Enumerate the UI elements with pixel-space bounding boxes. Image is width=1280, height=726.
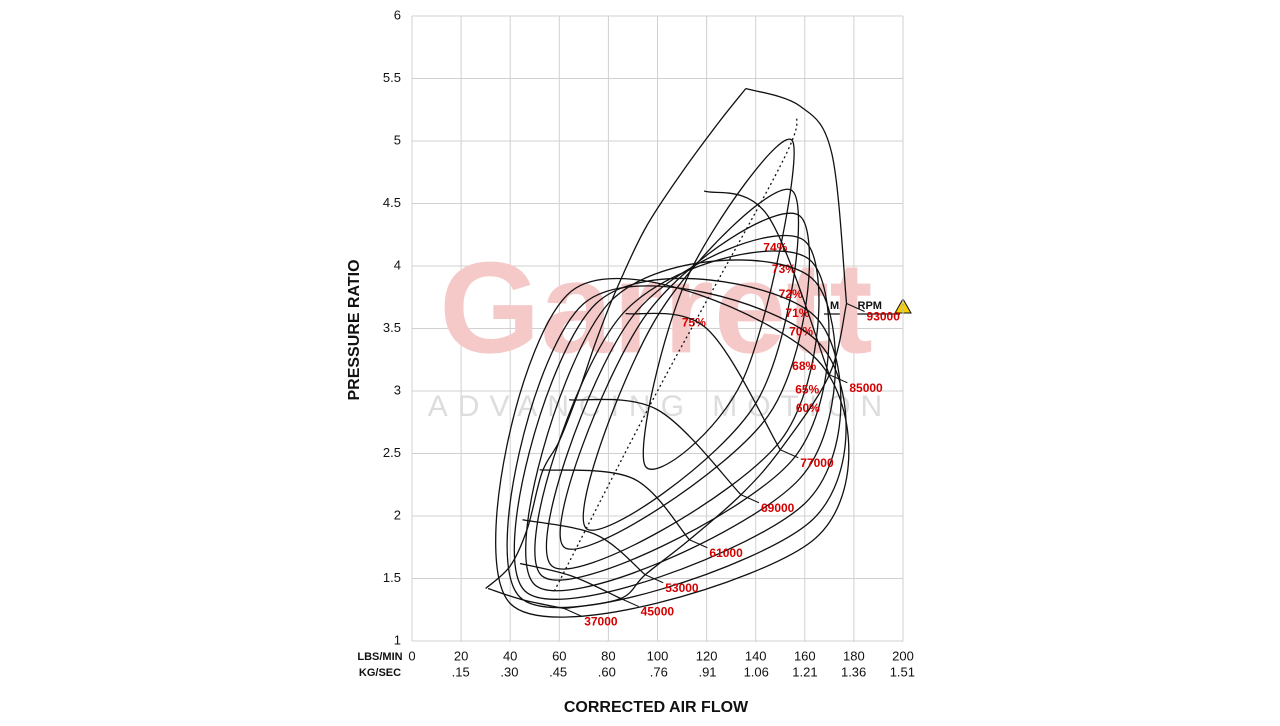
y-tick-label: 1	[394, 632, 401, 647]
speed-leader	[846, 303, 865, 312]
efficiency-island	[495, 277, 850, 618]
max-rpm-callout: MAX RPM !	[824, 297, 912, 315]
x-tick-label: 120	[696, 648, 718, 663]
x2-tick-label: 1.36	[841, 664, 866, 679]
surge-line	[485, 88, 747, 589]
x2-tick-label: .45	[549, 664, 567, 679]
x2-unit-label: KG/SEC	[359, 667, 401, 679]
efficiency-label: 75%	[682, 316, 706, 330]
x-unit-label: LBS/MIN	[357, 651, 402, 663]
x2-tick-label: .91	[698, 664, 716, 679]
speed-label: 53000	[665, 581, 699, 595]
speed-line	[522, 519, 646, 576]
annotation: MAX RPM	[830, 300, 882, 312]
efficiency-label: 71%	[785, 306, 809, 320]
x2-tick-label: 1.06	[744, 664, 769, 679]
speed-line	[625, 312, 781, 451]
speed-leader	[829, 374, 848, 384]
watermark: Garrett ADVANCING MOTION	[428, 234, 892, 423]
efficiency-label: 65%	[795, 382, 819, 396]
watermark-brand: Garrett	[439, 234, 872, 380]
speed-label: 69000	[761, 501, 795, 515]
x2-tick-label: .15	[452, 664, 470, 679]
efficiency-island	[545, 234, 820, 570]
x2-tick-label: 1.51	[890, 664, 915, 679]
efficiency-island	[525, 259, 837, 592]
speed-line	[745, 87, 848, 304]
watermark-tagline: ADVANCING MOTION	[428, 390, 892, 423]
speed-line	[487, 587, 565, 610]
x-tick-label: 0	[408, 648, 415, 663]
speed-leader	[645, 574, 664, 584]
x-tick-label: 160	[794, 648, 816, 663]
peak-efficiency-line	[553, 115, 799, 592]
x-tick-label: 80	[601, 648, 615, 663]
speed-leader	[689, 539, 708, 549]
efficiency-island	[534, 250, 830, 581]
speed-label: 61000	[709, 546, 743, 560]
y-tick-label: 1.5	[383, 570, 401, 585]
x2-tick-label: .60	[598, 664, 616, 679]
efficiency-label: 68%	[792, 359, 816, 373]
choke-line	[564, 303, 848, 610]
efficiency-island	[559, 212, 811, 550]
speed-leader	[740, 494, 760, 504]
speed-line	[519, 562, 621, 600]
y-tick-label: 3	[394, 382, 401, 397]
y-tick-label: 2.5	[383, 445, 401, 460]
speed-label: 85000	[849, 381, 883, 395]
x-tick-label: 40	[503, 648, 517, 663]
y-tick-label: 3.5	[383, 320, 401, 335]
speed-label: 93000	[867, 310, 901, 324]
y-tick-label: 5	[394, 132, 401, 147]
efficiency-island	[582, 188, 800, 531]
x2-tick-label: 1.21	[792, 664, 817, 679]
x-tick-label: 140	[745, 648, 767, 663]
y-tick-label: 5.5	[383, 70, 401, 85]
speed-label: 37000	[584, 615, 618, 629]
x-tick-label: 200	[892, 648, 914, 663]
speed-label: 77000	[800, 456, 834, 470]
efficiency-island	[642, 138, 795, 470]
efficiency-island	[513, 277, 842, 600]
x-tick-label: 100	[647, 648, 669, 663]
y-tick-label: 2	[394, 507, 401, 522]
y-tick-label: 4	[394, 257, 401, 272]
speed-line	[539, 469, 690, 541]
speed-line	[703, 190, 830, 375]
x2-tick-label: .76	[650, 664, 668, 679]
y-tick-label: 4.5	[383, 195, 401, 210]
speed-leader	[620, 598, 639, 607]
y-axis-title: PRESSURE RATIO	[346, 259, 363, 400]
x-tick-label: 60	[552, 648, 566, 663]
efficiency-label: 70%	[789, 325, 813, 339]
callout-box	[828, 299, 894, 313]
speed-label: 45000	[641, 605, 675, 619]
speed-leader	[564, 608, 583, 617]
x-tick-label: 20	[454, 648, 468, 663]
x2-tick-label: .30	[500, 664, 518, 679]
efficiency-label: 60%	[796, 401, 820, 415]
speed-leader	[780, 449, 799, 459]
efficiency-label: 73%	[772, 262, 796, 276]
speed-line	[569, 398, 742, 496]
y-tick-label: 6	[394, 7, 401, 22]
x-axis-title: CORRECTED AIR FLOW	[564, 699, 749, 716]
x-tick-label: 180	[843, 648, 865, 663]
